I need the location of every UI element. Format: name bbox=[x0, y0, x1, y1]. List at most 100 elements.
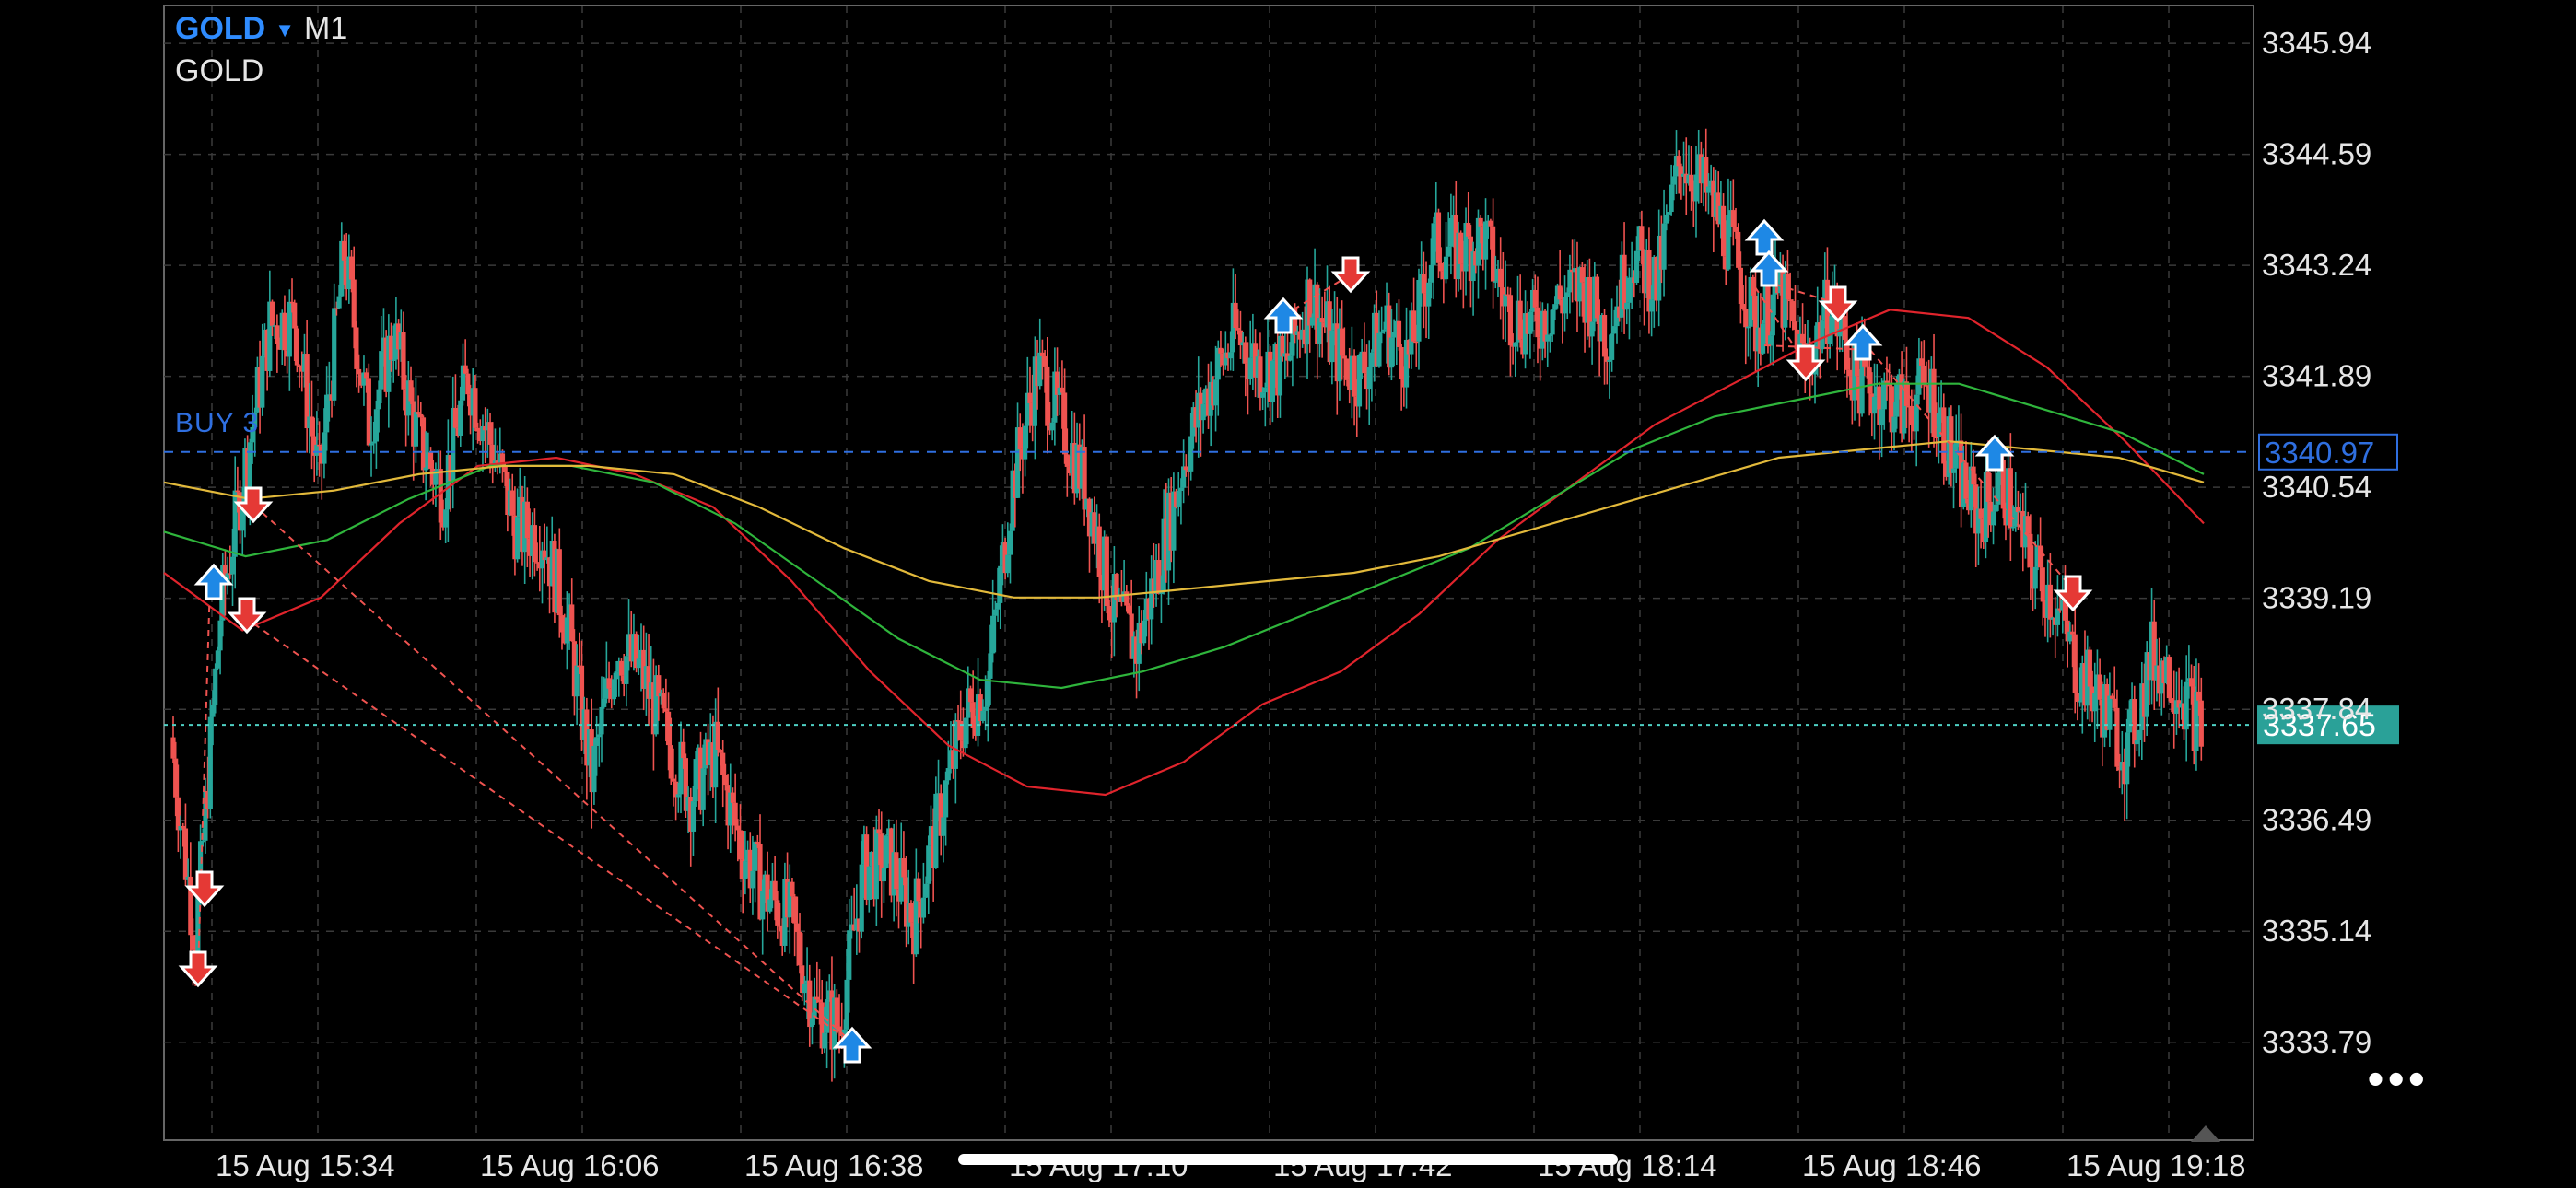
candle-body bbox=[784, 879, 790, 918]
candle-body bbox=[364, 372, 369, 379]
candle-body bbox=[872, 851, 877, 900]
candle-body bbox=[1082, 447, 1087, 510]
candle-body bbox=[430, 468, 436, 485]
candle-body bbox=[1379, 331, 1385, 333]
candle-body bbox=[1409, 310, 1414, 355]
time-tick-label: 15 Aug 18:46 bbox=[1802, 1148, 1982, 1182]
candle-body bbox=[668, 745, 673, 779]
candle-body bbox=[599, 706, 604, 735]
candle-body bbox=[1173, 491, 1179, 507]
candle-body bbox=[1235, 328, 1241, 331]
candle-body bbox=[1260, 392, 1266, 398]
candle-body bbox=[228, 573, 233, 575]
candle-body bbox=[556, 549, 562, 616]
candle-body bbox=[769, 880, 776, 900]
candle-body bbox=[1891, 416, 1897, 433]
candle-body bbox=[2102, 684, 2108, 738]
candle-body bbox=[2166, 657, 2172, 699]
candle-body bbox=[2144, 652, 2149, 717]
candle-body bbox=[1522, 313, 1528, 355]
chart-frame bbox=[163, 5, 2254, 1141]
candle-body bbox=[1297, 331, 1303, 340]
candle-body bbox=[1683, 173, 1689, 184]
candle-body bbox=[487, 422, 493, 445]
candle-body bbox=[395, 323, 402, 350]
candle-body bbox=[2018, 510, 2023, 513]
candle-body bbox=[700, 768, 706, 810]
candle-body bbox=[1396, 320, 1402, 347]
candle-body bbox=[1129, 613, 1134, 659]
candle-body bbox=[1632, 277, 1637, 284]
candle-body bbox=[2107, 695, 2113, 730]
candle-body bbox=[753, 842, 758, 871]
candle-body bbox=[1673, 156, 1680, 177]
candle-body bbox=[923, 883, 929, 898]
candle-body bbox=[458, 400, 463, 437]
candle-body bbox=[1042, 355, 1048, 367]
candle-body bbox=[1466, 223, 1471, 237]
candle-body bbox=[1525, 313, 1530, 334]
candle-body bbox=[1745, 326, 1751, 329]
candle-body bbox=[591, 745, 597, 793]
candle-body bbox=[1186, 470, 1191, 472]
sell-arrow-icon bbox=[227, 597, 267, 635]
candle-body bbox=[1579, 267, 1585, 283]
candle-body bbox=[2100, 699, 2105, 738]
candle-body bbox=[2157, 665, 2162, 694]
candle-body bbox=[2169, 698, 2174, 704]
candle-body bbox=[373, 409, 379, 442]
candle-body bbox=[1715, 192, 1721, 225]
candle-body bbox=[920, 897, 927, 918]
bid-price-label: 3337.65 bbox=[2263, 708, 2376, 743]
candle-body bbox=[567, 604, 572, 618]
candle-body bbox=[2129, 699, 2135, 710]
candle-body bbox=[285, 350, 290, 357]
candle-body bbox=[1275, 344, 1281, 396]
candle-body bbox=[596, 734, 602, 738]
candle-body bbox=[794, 923, 800, 932]
candle-body bbox=[322, 432, 327, 464]
candle-body bbox=[272, 325, 277, 327]
candle-body bbox=[713, 721, 719, 788]
candle-body bbox=[1532, 289, 1538, 308]
candle-body bbox=[1902, 381, 1907, 434]
candle-body bbox=[2020, 510, 2026, 548]
candle-body bbox=[2015, 507, 2021, 512]
candle-body bbox=[834, 997, 839, 1027]
home-indicator[interactable] bbox=[958, 1154, 1618, 1165]
candle-body bbox=[1839, 316, 1845, 330]
more-dots-icon[interactable]: ••• bbox=[2367, 1053, 2429, 1106]
candle-body bbox=[995, 602, 1001, 610]
candle-body bbox=[534, 562, 540, 564]
candle-body bbox=[546, 557, 553, 587]
autoscroll-triangle-icon[interactable] bbox=[2191, 1125, 2220, 1142]
timeframe-label[interactable]: M1 bbox=[304, 11, 348, 46]
candle-body bbox=[1049, 422, 1055, 431]
candle-body bbox=[797, 931, 802, 966]
candle-body bbox=[594, 737, 600, 746]
candle-body bbox=[411, 401, 416, 447]
bid-price-box bbox=[2257, 705, 2399, 745]
candle-body bbox=[1599, 315, 1605, 342]
candle-body bbox=[1165, 492, 1172, 571]
candle-body bbox=[1233, 302, 1238, 329]
caret-down-icon[interactable]: ▼ bbox=[275, 18, 295, 42]
candle-body bbox=[1629, 277, 1634, 279]
candle-body bbox=[502, 465, 508, 472]
candle-body bbox=[1243, 342, 1248, 364]
candle-body bbox=[1601, 315, 1608, 357]
candle-body bbox=[1587, 276, 1593, 337]
candle-body bbox=[1327, 301, 1332, 363]
candle-body bbox=[1099, 577, 1105, 591]
buy-position-label[interactable]: BUY 3 bbox=[175, 408, 260, 438]
candle-body bbox=[2045, 584, 2051, 618]
candle-body bbox=[2188, 678, 2195, 687]
candle-body bbox=[276, 344, 283, 350]
candle-body bbox=[222, 565, 228, 585]
symbol-selector[interactable]: GOLD ▼ M1 bbox=[175, 11, 347, 47]
candle-body bbox=[250, 426, 255, 443]
candle-body bbox=[2126, 709, 2132, 733]
symbol-name[interactable]: GOLD bbox=[175, 11, 266, 46]
candle-body bbox=[755, 842, 760, 844]
